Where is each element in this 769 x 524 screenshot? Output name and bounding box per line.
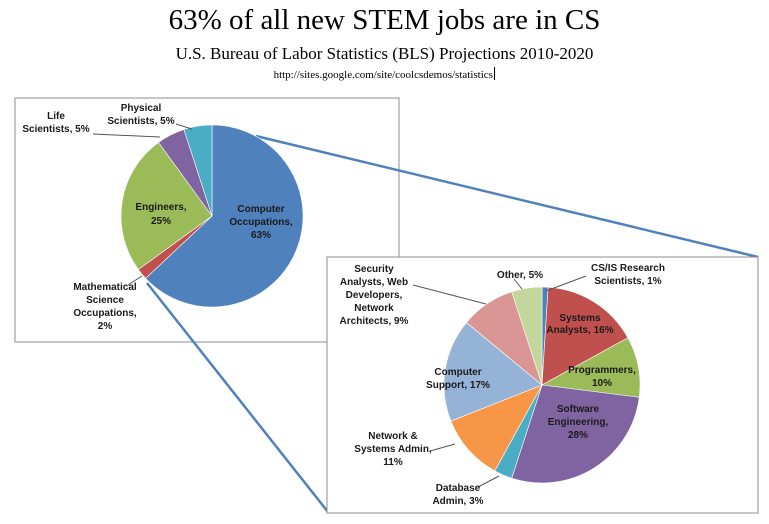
pie2-label-systems-line: Systems (559, 313, 601, 324)
pie2-slice-network-systems-admin (450, 384, 543, 472)
pie1-slice-computer-occupations (145, 124, 304, 308)
pie2-label-support-line: Support, 17% (426, 380, 490, 391)
pie2-label-programmers-line: Programmers, (568, 365, 636, 376)
pie1-label-math: Mathematical Science Occupations, 2% (73, 282, 137, 332)
pie1-slice-engineers (120, 141, 213, 270)
pie2-label-other-line: Other, 5% (497, 270, 543, 281)
pie1-label-life-line: Scientists, 5% (22, 124, 89, 135)
source-url: http://sites.google.com/site/coolcsdemos… (0, 67, 769, 81)
pie2-label-database: Database Admin, 3% (432, 483, 483, 507)
pie2-label-programmers: Programmers, 10% (568, 365, 636, 389)
pie2-label-network-line: Network & (368, 431, 417, 442)
chart-subtitle: U.S. Bureau of Labor Statistics (BLS) Pr… (175, 44, 594, 63)
pie2-label-database-line: Admin, 3% (432, 496, 483, 507)
pie1-label-computer-line: 63% (251, 230, 271, 241)
leader-other (513, 278, 523, 290)
pie1-label-life: Life Scientists, 5% (22, 111, 89, 135)
slice-labels: Computer Occupations, 63% Mathematical Scien… (22, 103, 665, 507)
leader-research (545, 275, 587, 292)
pie2-label-network: Network & Systems Admin, 11% (354, 431, 432, 468)
pie2-label-software-line: Software (557, 404, 600, 415)
pie1-label-physical: Physical Scientists, 5% (107, 103, 174, 127)
pie2-label-software: Software Engineering, 28% (548, 404, 609, 441)
pie2-slice-other (511, 286, 543, 386)
pie2-slice-computer-support (443, 322, 543, 422)
pie1-label-math-line: 2% (98, 321, 113, 332)
pie2-label-systems-line: Analysts, 16% (546, 325, 613, 336)
pie1-label-engineers: Engineers, 25% (135, 202, 186, 227)
pie2-label-programmers-line: 10% (592, 378, 612, 389)
pie2-label-security: Security Analysts, Web Developers, Network A… (340, 264, 409, 327)
leader-life (92, 133, 161, 138)
leader-security (412, 284, 487, 305)
pie2-label-systems: Systems Analysts, 16% (546, 313, 613, 336)
pie2-label-security-line: Architects, 9% (340, 316, 409, 327)
pie2-label-security-line: Network (354, 303, 394, 314)
main-pie (120, 124, 304, 308)
pie2-label-research-line: CS/IS Research (591, 263, 665, 274)
pie2-label-security-line: Analysts, Web (340, 277, 408, 288)
pie2-label-database-line: Database (436, 483, 481, 494)
pie2-label-network-line: Systems Admin, (354, 444, 432, 455)
pie2-label-software-line: 28% (568, 430, 588, 441)
pie2-label-software-line: Engineering, (548, 417, 609, 428)
pie2-label-support: Computer Support, 17% (426, 367, 490, 391)
pie1-label-physical-line: Physical (121, 103, 162, 114)
pie2-label-research: CS/IS Research Scientists, 1% (591, 263, 665, 287)
pie1-label-engineers-line: 25% (151, 216, 171, 227)
pie1-label-math-line: Occupations, (73, 308, 137, 319)
leader-network (429, 443, 456, 452)
pie1-label-math-line: Mathematical (73, 282, 137, 293)
zoom-connector-bottom (146, 282, 329, 513)
pie2-label-network-line: 11% (383, 457, 403, 468)
pie2-label-other: Other, 5% (497, 270, 543, 281)
pie1-label-life-line: Life (47, 111, 65, 122)
pie2-label-support-line: Computer (434, 367, 481, 378)
leader-lines (92, 123, 587, 488)
main-pie-frame (14, 97, 400, 343)
source-url-text: http://sites.google.com/site/coolcsdemos… (273, 69, 493, 81)
zoom-connector-top (255, 134, 759, 259)
leader-physical (175, 123, 193, 130)
pie1-label-math-line: Science (86, 295, 124, 306)
pie1-slice-physical-scientists (183, 124, 213, 217)
pie1-label-computer-line: Occupations, (229, 217, 293, 228)
pie1-label-engineers-line: Engineers, (135, 202, 186, 213)
pie1-label-computer: Computer Occupations, 63% (229, 204, 293, 241)
pie2-label-security-line: Developers, (346, 290, 403, 301)
chart-title: 63% of all new STEM jobs are in CS (168, 4, 601, 36)
text-cursor (493, 67, 496, 80)
detail-pie (443, 286, 641, 484)
pie1-label-computer-line: Computer (237, 204, 284, 215)
pie2-label-security-line: Security (354, 264, 394, 275)
pie2-label-research-line: Scientists, 1% (594, 276, 661, 287)
leader-math (127, 275, 143, 286)
pie2-slice-software-engineering (511, 384, 640, 484)
leader-database (477, 475, 500, 488)
pie1-label-physical-line: Scientists, 5% (107, 116, 174, 127)
